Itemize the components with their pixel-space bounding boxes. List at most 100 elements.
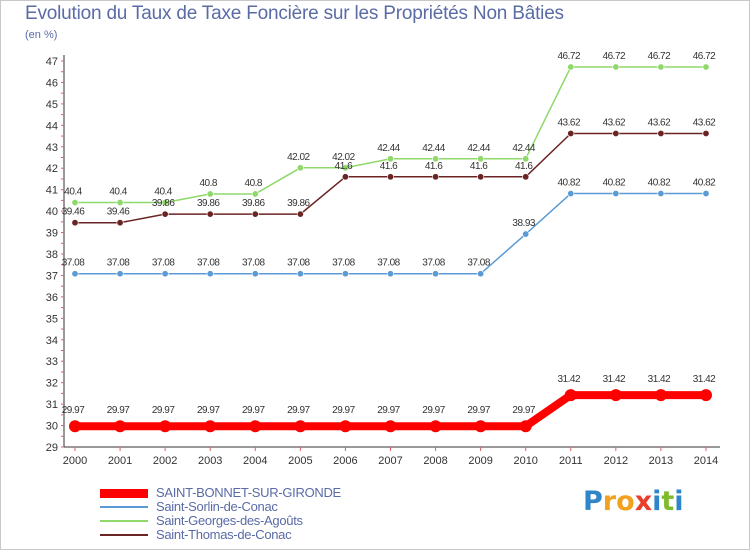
data-label: 29.97 — [62, 405, 85, 416]
logo-letter: i — [652, 486, 662, 517]
y-tick-label: 29 — [46, 442, 58, 454]
x-tick-label: 2010 — [513, 455, 537, 467]
data-label: 41.6 — [335, 161, 353, 172]
data-point — [386, 173, 394, 181]
data-label: 40.4 — [154, 187, 172, 198]
data-point — [206, 270, 214, 278]
data-point — [474, 420, 487, 433]
data-point — [702, 63, 710, 71]
data-labels-layer: 29.97 29.97 29.97 29.97 29.97 29.97 29.97 29.97… — [62, 51, 717, 416]
data-label: 29.97 — [467, 405, 490, 416]
data-point — [251, 210, 259, 218]
data-point — [249, 420, 262, 433]
data-point — [294, 420, 307, 433]
data-point — [251, 190, 259, 198]
data-label: 29.97 — [512, 405, 535, 416]
data-label: 43.62 — [558, 117, 581, 128]
data-label: 37.08 — [242, 258, 265, 269]
logo-letter: t — [661, 486, 675, 517]
x-tick-label: 2013 — [649, 455, 673, 467]
series-Saint-Sorlin-de-Conac — [71, 190, 710, 278]
series-layer — [69, 63, 712, 433]
data-label: 37.08 — [152, 258, 175, 269]
data-label: 31.42 — [693, 374, 716, 385]
data-label: 41.6 — [470, 161, 488, 172]
data-point — [71, 199, 79, 207]
data-point — [567, 63, 575, 71]
data-label: 40.4 — [109, 187, 127, 198]
y-tick-label: 38 — [46, 249, 58, 261]
data-label: 43.62 — [603, 117, 626, 128]
data-point — [386, 155, 394, 163]
data-point — [206, 210, 214, 218]
data-point — [477, 173, 485, 181]
data-label: 40.82 — [558, 178, 581, 189]
x-tick-label: 2000 — [63, 455, 87, 467]
proxiti-logo: Proxiti — [583, 486, 684, 517]
data-label: 37.08 — [467, 258, 490, 269]
data-label: 40.82 — [693, 178, 716, 189]
data-point — [477, 155, 485, 163]
data-label: 40.82 — [648, 178, 671, 189]
data-label: 29.97 — [242, 405, 265, 416]
data-point — [657, 190, 665, 198]
x-tick-label: 2011 — [559, 455, 583, 467]
data-point — [71, 270, 79, 278]
data-label: 37.08 — [422, 258, 445, 269]
data-point — [522, 230, 530, 238]
data-label: 46.72 — [603, 51, 626, 62]
data-point — [612, 190, 620, 198]
y-axis-unit: (en %) — [25, 29, 58, 41]
chart-title: Evolution du Taux de Taxe Foncière sur l… — [25, 3, 564, 24]
data-point — [702, 129, 710, 137]
logo-letter: P — [583, 486, 603, 517]
data-point — [71, 219, 79, 227]
data-label: 42.44 — [512, 143, 535, 154]
legend-swatch — [100, 489, 148, 498]
data-point — [296, 270, 304, 278]
data-label: 39.86 — [197, 198, 220, 209]
data-point — [296, 210, 304, 218]
data-label: 29.97 — [377, 405, 400, 416]
data-label: 39.86 — [287, 198, 310, 209]
series-Saint-Georges-des-Agoûts — [71, 63, 710, 207]
y-tick-label: 39 — [46, 228, 58, 240]
logo-letter: r — [602, 486, 617, 517]
data-label: 29.97 — [332, 405, 355, 416]
y-tick-label: 44 — [46, 120, 58, 132]
series-Saint-Thomas-de-Conac — [71, 129, 710, 227]
data-point — [116, 219, 124, 227]
y-tick-label: 47 — [46, 56, 58, 68]
data-point — [341, 164, 349, 172]
data-label: 37.08 — [377, 258, 400, 269]
data-label: 43.62 — [693, 117, 716, 128]
data-point — [341, 173, 349, 181]
logo-letter: i — [674, 486, 684, 517]
data-point — [612, 63, 620, 71]
data-point — [612, 129, 620, 137]
data-point — [522, 173, 530, 181]
data-point — [429, 420, 442, 433]
data-point — [339, 420, 352, 433]
data-point — [657, 63, 665, 71]
data-label: 40.8 — [245, 178, 263, 189]
data-point — [204, 420, 217, 433]
x-tick-label: 2003 — [198, 455, 222, 467]
data-label: 37.08 — [287, 258, 310, 269]
legend-swatch — [100, 534, 148, 536]
x-tick-label: 2008 — [423, 455, 447, 467]
data-point — [477, 270, 485, 278]
data-point — [161, 270, 169, 278]
x-tick-label: 2014 — [694, 455, 718, 467]
y-tick-label: 40 — [46, 206, 58, 218]
data-point — [522, 155, 530, 163]
data-label: 37.08 — [62, 258, 85, 269]
data-label: 31.42 — [558, 374, 581, 385]
legend-label: Saint-Georges-des-Agoûts — [156, 513, 303, 528]
data-point — [384, 420, 397, 433]
data-label: 39.46 — [107, 207, 130, 218]
y-tick-label: 35 — [46, 313, 58, 325]
logo-letter: o — [616, 486, 635, 517]
